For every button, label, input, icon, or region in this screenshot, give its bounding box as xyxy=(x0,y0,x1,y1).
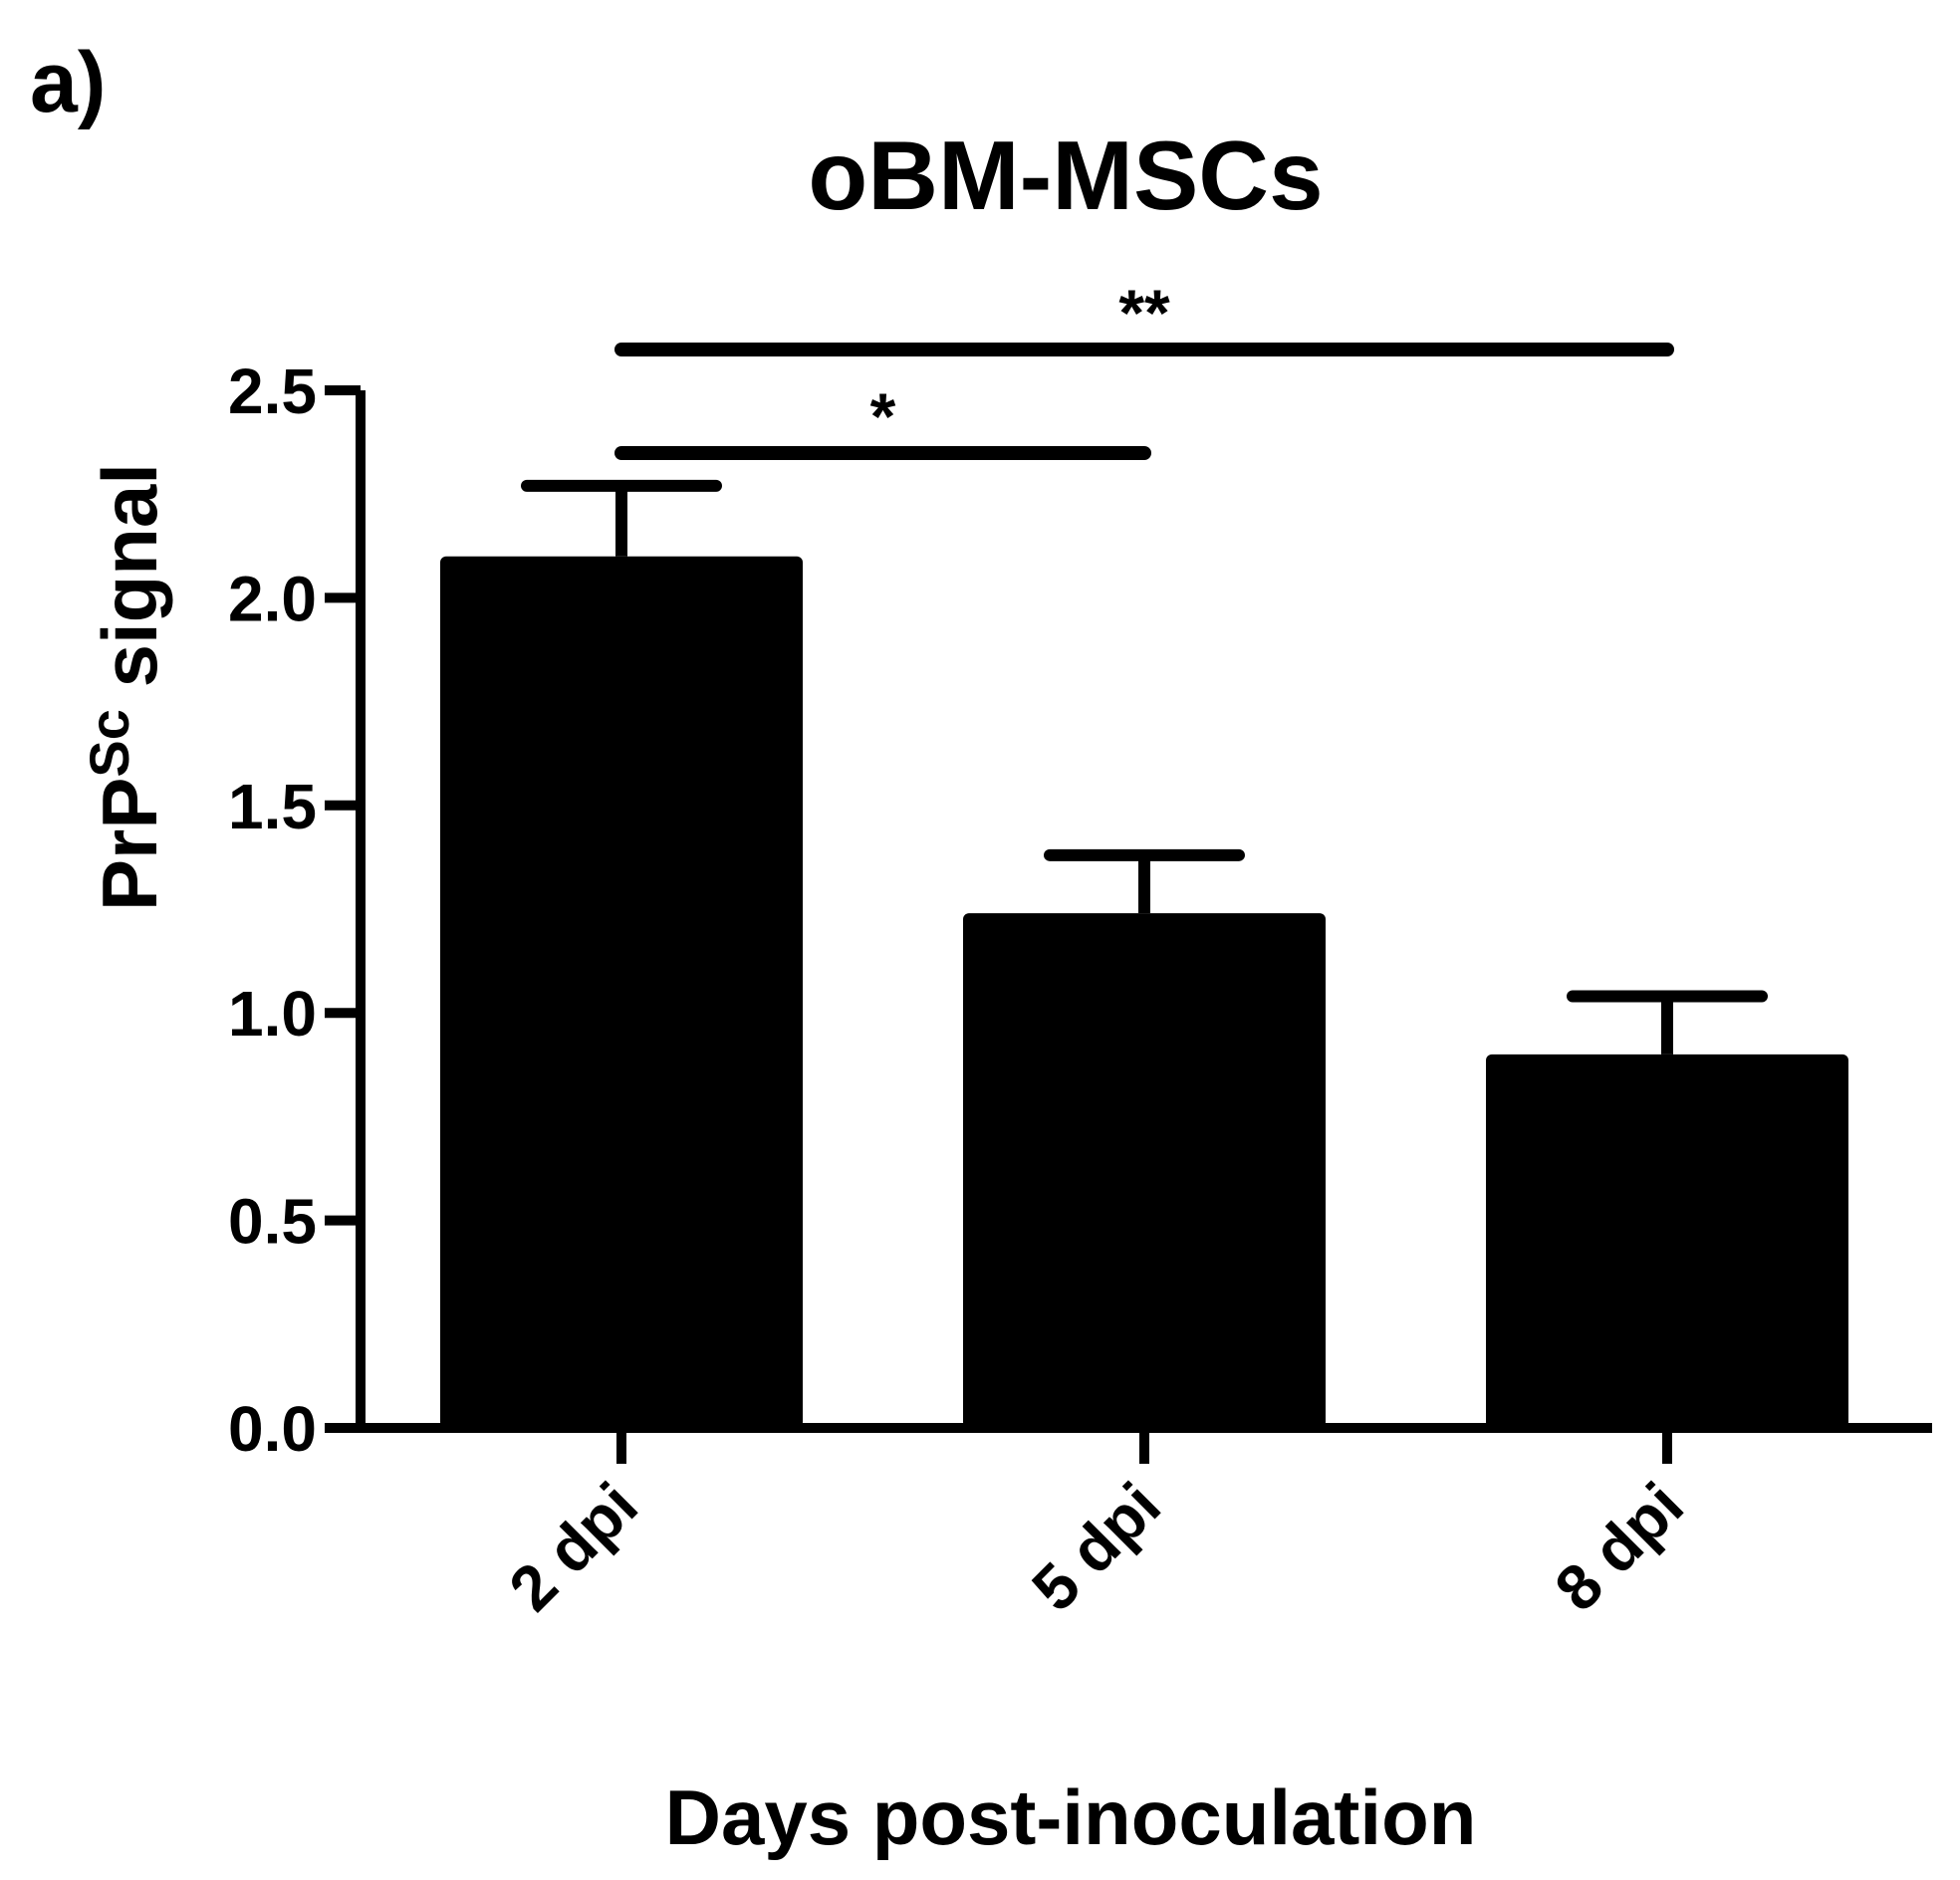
y-tick-label: 1.5 xyxy=(228,771,317,842)
x-tick-label: 5 dpi xyxy=(1018,1469,1174,1625)
y-axis-label-main: PrP xyxy=(86,778,173,911)
significance-label: ** xyxy=(1118,276,1170,350)
y-axis-label-superscript: Sc xyxy=(78,709,140,778)
error-bars xyxy=(521,479,1768,1055)
y-tick-label: 2.0 xyxy=(228,563,317,634)
significance-brackets: *** xyxy=(614,276,1674,460)
bars xyxy=(440,556,1848,1428)
y-tick-label: 1.0 xyxy=(228,978,317,1050)
y-axis-label: PrPSc signal xyxy=(78,463,173,911)
x-tick-label: 2 dpi xyxy=(495,1469,651,1625)
bar xyxy=(1486,1054,1848,1428)
chart-title: oBM-MSCs xyxy=(808,120,1323,230)
bar xyxy=(440,556,803,1428)
x-axis: 2 dpi 5 dpi 8 dpi xyxy=(356,1423,1932,1625)
x-axis-label: Days post-inoculation xyxy=(665,1773,1477,1861)
y-tick-label: 2.5 xyxy=(228,355,317,427)
bar xyxy=(963,913,1326,1428)
y-tick-label: 0.0 xyxy=(228,1393,317,1465)
y-tick-label: 0.5 xyxy=(228,1186,317,1258)
panel-label: a) xyxy=(30,35,106,130)
significance-label: * xyxy=(870,379,896,453)
y-axis: 0.0 0.5 1.0 1.5 2.0 2.5 xyxy=(228,355,366,1465)
x-tick-label: 8 dpi xyxy=(1541,1469,1697,1625)
y-axis-label-suffix: signal xyxy=(86,463,173,709)
